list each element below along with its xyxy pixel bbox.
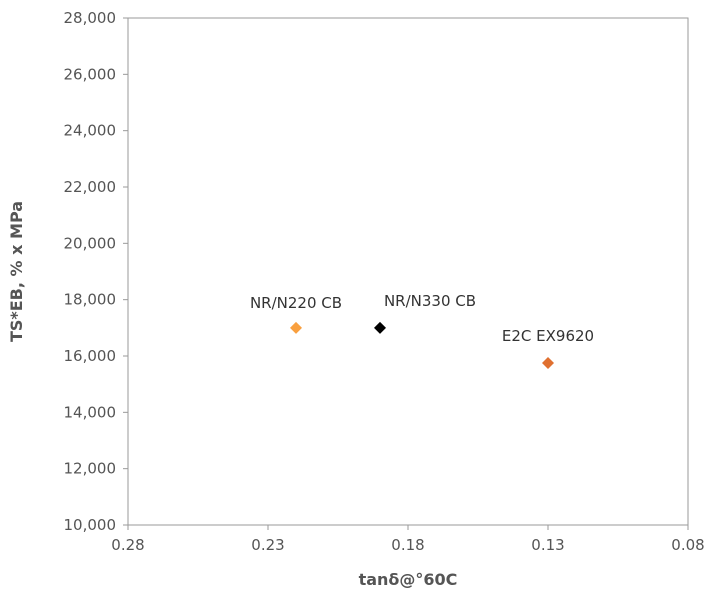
x-tick-label: 0.23	[251, 536, 284, 554]
data-points	[290, 321, 554, 370]
data-point-label: NR/N220 CB	[250, 294, 342, 312]
y-axis-ticks: 28,000 26,000 24,000 22,000 20,000 18,000 16,0…	[64, 9, 128, 534]
x-axis-title: tanδ@°60C	[359, 570, 458, 589]
x-tick-label: 0.08	[671, 536, 704, 554]
y-tick-label: 28,000	[64, 9, 117, 27]
x-tick-label: 0.13	[531, 536, 564, 554]
data-point-marker	[542, 357, 554, 370]
data-point-labels: NR/N220 CB NR/N330 CB E2C EX9620	[250, 292, 594, 345]
y-tick-label: 12,000	[64, 460, 117, 478]
data-point-marker	[374, 321, 386, 334]
y-tick-label: 14,000	[64, 403, 117, 421]
y-tick-label: 18,000	[64, 291, 117, 309]
plot-border	[127, 17, 689, 526]
y-tick-label: 20,000	[64, 234, 117, 252]
plot-area	[127, 17, 689, 526]
data-point-label: E2C EX9620	[502, 327, 594, 345]
y-tick-label: 16,000	[64, 347, 117, 365]
data-point-marker	[290, 321, 302, 334]
y-axis-title: TS*EB, % x MPa	[7, 201, 26, 342]
y-tick-label: 24,000	[64, 122, 117, 140]
data-point-label: NR/N330 CB	[384, 292, 476, 310]
y-tick-label: 10,000	[64, 516, 117, 534]
x-tick-label: 0.28	[111, 536, 144, 554]
x-axis-ticks: 0.28 0.23 0.18 0.13 0.08	[111, 525, 705, 554]
y-tick-label: 22,000	[64, 178, 117, 196]
x-tick-label: 0.18	[391, 536, 424, 554]
y-tick-label: 26,000	[64, 65, 117, 83]
